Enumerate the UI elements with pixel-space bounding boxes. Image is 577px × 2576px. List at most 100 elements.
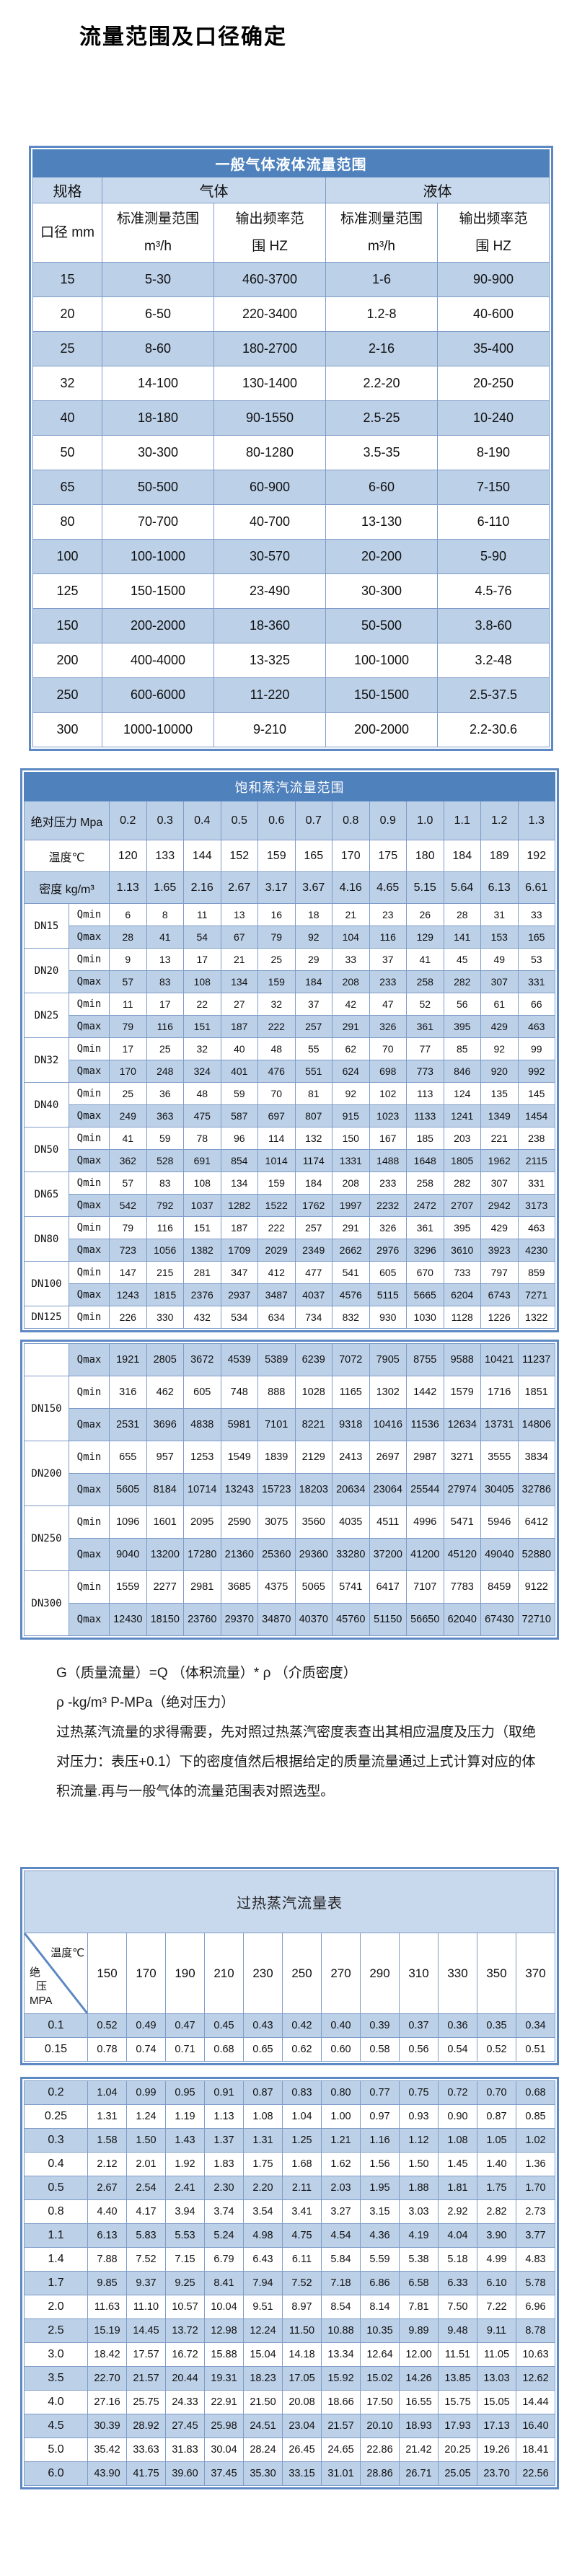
std-range-unit: m³/h bbox=[144, 238, 172, 254]
flow-value: 22.86 bbox=[360, 2437, 400, 2462]
qmax-value: 6743 bbox=[480, 1283, 519, 1306]
qmax-label: Qmax bbox=[69, 1283, 110, 1306]
qmin-value: 395 bbox=[443, 1216, 481, 1239]
qmax-label: Qmax bbox=[69, 1473, 110, 1506]
general-table-row: 125 150-1500 23-490 30-300 4.5-76 bbox=[32, 573, 550, 609]
qmin-value: 85 bbox=[443, 1037, 481, 1060]
qmin-value: 83 bbox=[146, 1171, 184, 1195]
flow-value: 0.80 bbox=[321, 2080, 361, 2105]
general-cell: 200-2000 bbox=[325, 712, 438, 747]
general-cell: 13-130 bbox=[325, 504, 438, 540]
flow-value: 1.58 bbox=[87, 2128, 127, 2153]
qmax-value: 8184 bbox=[146, 1473, 184, 1506]
qmax-value: 2115 bbox=[517, 1149, 555, 1172]
qmax-value: 698 bbox=[369, 1060, 407, 1083]
superheated-row: 0.4 2.12 2.01 1.92 1.83 1.75 1.68 1.62 1.56 1.50 1… bbox=[24, 2152, 555, 2176]
pressure-row-label: 0.5 bbox=[24, 2176, 88, 2200]
saturated-table-title-row: 饱和蒸汽流量范围 bbox=[24, 772, 555, 801]
temperature-column-header: 370 bbox=[516, 1933, 555, 2014]
qmin-value: 282 bbox=[443, 1171, 481, 1195]
flow-value: 5.83 bbox=[126, 2223, 166, 2248]
flow-value: 30.39 bbox=[87, 2414, 127, 2438]
qmin-value: 18 bbox=[294, 903, 332, 926]
flow-value: 5.53 bbox=[165, 2223, 205, 2248]
qmax-value: 258 bbox=[406, 970, 444, 993]
qmax-value: 184 bbox=[294, 970, 332, 993]
flow-value: 1.70 bbox=[516, 2176, 555, 2200]
qmin-value: 541 bbox=[332, 1261, 370, 1284]
gas-std-range-header: 标准测量范围 m³/h bbox=[102, 203, 214, 263]
qmin-value: 29 bbox=[294, 948, 332, 971]
qmin-value: 1559 bbox=[109, 1570, 147, 1604]
symbols-note: ρ -kg/m³ P-MPa（绝对压力） bbox=[56, 1695, 235, 1710]
qmin-value: 3555 bbox=[480, 1441, 519, 1474]
general-cell: 35-400 bbox=[437, 331, 550, 366]
qmin-value: 62 bbox=[332, 1037, 370, 1060]
general-cell: 200 bbox=[32, 643, 102, 678]
flow-value: 17.13 bbox=[477, 2414, 516, 2438]
flow-value: 4.19 bbox=[399, 2223, 439, 2248]
flow-value: 25.98 bbox=[204, 2414, 244, 2438]
flow-value: 13.72 bbox=[165, 2318, 205, 2343]
qmin-value: 429 bbox=[480, 1216, 519, 1239]
qmax-value: 326 bbox=[369, 1015, 407, 1038]
qmin-value: 233 bbox=[369, 1171, 407, 1195]
flow-value: 20.08 bbox=[282, 2390, 322, 2414]
qmin-value: 23 bbox=[369, 903, 407, 926]
qmin-value: 184 bbox=[294, 1171, 332, 1195]
qmin-value: 92 bbox=[480, 1037, 519, 1060]
qmax-value: 1037 bbox=[183, 1194, 221, 1217]
flow-value: 0.65 bbox=[243, 2037, 283, 2062]
qmin-value: 5741 bbox=[332, 1570, 370, 1604]
pressure-row-label: 4.5 bbox=[24, 2414, 88, 2438]
flow-value: 11.51 bbox=[438, 2342, 477, 2367]
general-cell: 400-4000 bbox=[102, 643, 214, 678]
qmax-value: 9588 bbox=[443, 1343, 481, 1376]
temperature-column-header: 310 bbox=[399, 1933, 439, 2014]
dn-label: DN125 bbox=[24, 1306, 69, 1329]
qmax-value: 4539 bbox=[220, 1343, 258, 1376]
mass-flow-formula: G（质量流量）=Q （体积流量）* ρ （介质密度） bbox=[56, 1666, 357, 1681]
dn-label: DN32 bbox=[24, 1037, 69, 1083]
temperature-column-header: 250 bbox=[282, 1933, 322, 2014]
qmax-value: 1174 bbox=[294, 1149, 332, 1172]
qmax-value: 4230 bbox=[517, 1239, 555, 1262]
saturated-table-part2: Qmax 1921 2805 3672 4539 5389 6239 7072 7905 8755… bbox=[24, 1343, 555, 1636]
qmin-row: DN100 Qmin 147 215 281 347 412 477 541 605 670 733 7… bbox=[24, 1261, 555, 1306]
qmin-value: 6417 bbox=[369, 1570, 407, 1604]
general-table-row: 300 1000-10000 9-210 200-2000 2.2-30.6 bbox=[32, 712, 550, 747]
qmax-value: 10421 bbox=[480, 1343, 519, 1376]
density-label: 密度 kg/m³ bbox=[24, 871, 110, 904]
qmin-value: 316 bbox=[109, 1376, 147, 1409]
qmax-value: 208 bbox=[332, 970, 370, 993]
superheated-row: 0.1 0.52 0.49 0.47 0.45 0.43 0.42 0.40 0.39 0.37 0… bbox=[24, 2013, 555, 2038]
density-value: 5.64 bbox=[443, 871, 481, 904]
qmin-row: DN150 Qmin 316 462 605 748 888 1028 1165 1302 1442… bbox=[24, 1376, 555, 1441]
qmin-value: 32 bbox=[257, 993, 296, 1016]
freq-range-label-2: 围 HZ bbox=[252, 238, 288, 254]
flow-value: 2.82 bbox=[477, 2199, 516, 2224]
flow-value: 0.97 bbox=[360, 2104, 400, 2129]
qmin-value: 53 bbox=[517, 948, 555, 971]
pressure-value: 1.3 bbox=[517, 801, 555, 840]
qmin-value: 57 bbox=[109, 1171, 147, 1195]
superheated-row: 4.0 27.16 25.75 24.33 22.91 21.50 20.08 18.66 17… bbox=[24, 2390, 555, 2414]
qmax-value: 7101 bbox=[257, 1408, 296, 1441]
flow-value: 16.55 bbox=[399, 2390, 439, 2414]
flow-value: 1.04 bbox=[87, 2080, 127, 2105]
qmin-value: 1549 bbox=[220, 1441, 258, 1474]
superheated-table-part2: 0.2 1.04 0.99 0.95 0.91 0.87 0.83 0.80 0.77 0.75 0… bbox=[24, 2080, 555, 2486]
flow-value: 8.41 bbox=[204, 2271, 244, 2295]
flow-value: 15.02 bbox=[360, 2366, 400, 2391]
flow-value: 1.31 bbox=[243, 2128, 283, 2153]
pressure-value: 0.7 bbox=[294, 801, 332, 840]
temperature-value: 152 bbox=[220, 840, 258, 872]
qmin-value: 66 bbox=[517, 993, 555, 1016]
general-cell: 6-110 bbox=[437, 504, 550, 540]
density-value: 6.61 bbox=[517, 871, 555, 904]
qmax-row: Qmax 362 528 691 854 1014 1174 1331 1488 1648 1805… bbox=[25, 1149, 555, 1172]
flow-value: 2.03 bbox=[321, 2176, 361, 2200]
flow-value: 0.42 bbox=[282, 2013, 322, 2038]
general-table-row: 100 100-1000 30-570 20-200 5-90 bbox=[32, 539, 550, 574]
qmax-value: 3923 bbox=[480, 1239, 519, 1262]
